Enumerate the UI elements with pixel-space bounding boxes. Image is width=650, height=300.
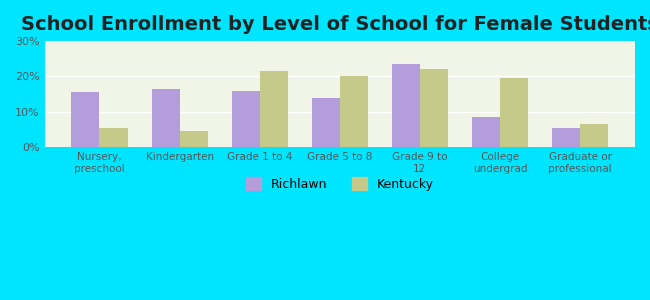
Bar xyxy=(340,76,368,147)
Legend: Richlawn, Kentucky: Richlawn, Kentucky xyxy=(240,172,439,196)
Bar xyxy=(151,89,179,147)
Bar xyxy=(99,128,127,147)
Bar xyxy=(72,92,99,147)
Bar xyxy=(392,64,420,147)
Bar xyxy=(260,71,288,147)
Bar xyxy=(179,131,207,147)
Bar xyxy=(552,128,580,147)
Bar xyxy=(420,69,448,147)
Bar xyxy=(231,91,260,147)
Bar xyxy=(500,78,528,147)
Bar xyxy=(312,98,340,147)
Title: School Enrollment by Level of School for Female Students: School Enrollment by Level of School for… xyxy=(21,15,650,34)
Bar xyxy=(580,124,608,147)
Bar xyxy=(472,117,500,147)
